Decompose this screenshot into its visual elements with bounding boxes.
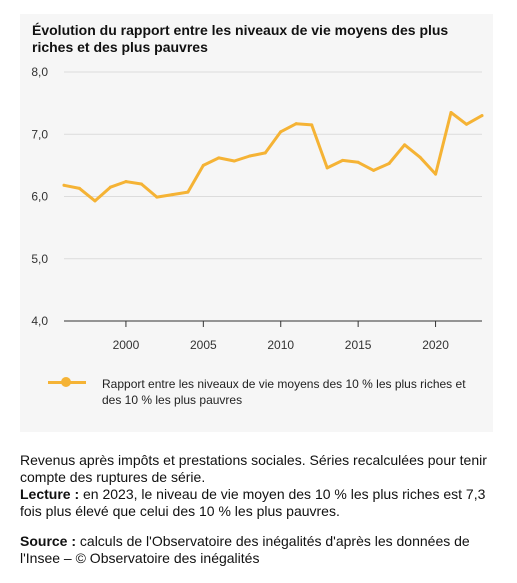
data-point bbox=[170, 193, 174, 197]
data-point bbox=[465, 122, 469, 126]
legend-swatch-dot bbox=[61, 377, 71, 387]
data-point bbox=[139, 182, 143, 186]
data-point bbox=[279, 130, 283, 134]
x-axis-ticks: 2000 2005 2010 2015 2020 bbox=[113, 321, 449, 352]
data-point bbox=[325, 166, 329, 170]
data-point bbox=[77, 186, 81, 190]
data-point bbox=[449, 110, 453, 114]
series-lines bbox=[62, 110, 484, 203]
notes-description: Revenus après impôts et prestations soci… bbox=[20, 452, 487, 485]
source-label: Source : bbox=[20, 533, 77, 549]
data-point bbox=[403, 143, 407, 147]
legend: Rapport entre les niveaux de vie moyens … bbox=[48, 376, 488, 408]
notes-lecture: Lecture : en 2023, le niveau de vie moye… bbox=[20, 486, 500, 520]
data-point bbox=[387, 162, 391, 166]
y-tick-label: 7,0 bbox=[31, 127, 48, 141]
data-point bbox=[108, 185, 112, 189]
data-point bbox=[356, 160, 360, 164]
data-point bbox=[232, 159, 236, 163]
data-point bbox=[263, 151, 267, 155]
chart-notes: Revenus après impôts et prestations soci… bbox=[20, 452, 500, 567]
data-point bbox=[294, 122, 298, 126]
data-point bbox=[124, 180, 128, 184]
gridlines bbox=[64, 71, 482, 322]
legend-label: Rapport entre les niveaux de vie moyens … bbox=[102, 377, 466, 407]
data-point bbox=[186, 190, 190, 194]
legend-swatch bbox=[48, 376, 86, 388]
x-tick-label: 2005 bbox=[190, 338, 217, 352]
x-tick-label: 2000 bbox=[113, 338, 140, 352]
y-tick-label: 5,0 bbox=[31, 252, 48, 266]
line-chart: 4,0 5,0 6,0 7,0 8,0 2000 2005 2010 2015 2020 bbox=[31, 65, 484, 352]
data-point bbox=[372, 168, 376, 172]
data-point bbox=[93, 199, 97, 203]
data-point bbox=[62, 183, 66, 187]
data-point bbox=[341, 158, 345, 162]
data-point bbox=[434, 172, 438, 176]
series-line bbox=[62, 111, 484, 203]
data-point bbox=[480, 114, 484, 118]
data-point bbox=[310, 123, 314, 127]
x-tick-label: 2015 bbox=[345, 338, 372, 352]
source-text: calculs de l'Observatoire des inégalités… bbox=[20, 533, 470, 566]
x-tick-label: 2020 bbox=[422, 338, 449, 352]
y-tick-label: 6,0 bbox=[31, 190, 48, 204]
data-point bbox=[217, 156, 221, 160]
data-point bbox=[418, 155, 422, 159]
data-point bbox=[155, 195, 159, 199]
y-tick-label: 8,0 bbox=[31, 65, 48, 79]
y-tick-label: 4,0 bbox=[31, 314, 48, 328]
chart-title: Évolution du rapport entre les niveaux d… bbox=[32, 22, 449, 55]
y-axis-ticks: 4,0 5,0 6,0 7,0 8,0 bbox=[31, 65, 48, 328]
data-point bbox=[201, 163, 205, 167]
lecture-text: en 2023, le niveau de vie moyen des 10 %… bbox=[20, 486, 486, 519]
data-point bbox=[248, 154, 252, 158]
x-tick-label: 2010 bbox=[267, 338, 294, 352]
chart-panel bbox=[20, 14, 493, 432]
lecture-label: Lecture : bbox=[20, 486, 80, 502]
notes-source: Source : calculs de l'Observatoire des i… bbox=[20, 533, 500, 567]
